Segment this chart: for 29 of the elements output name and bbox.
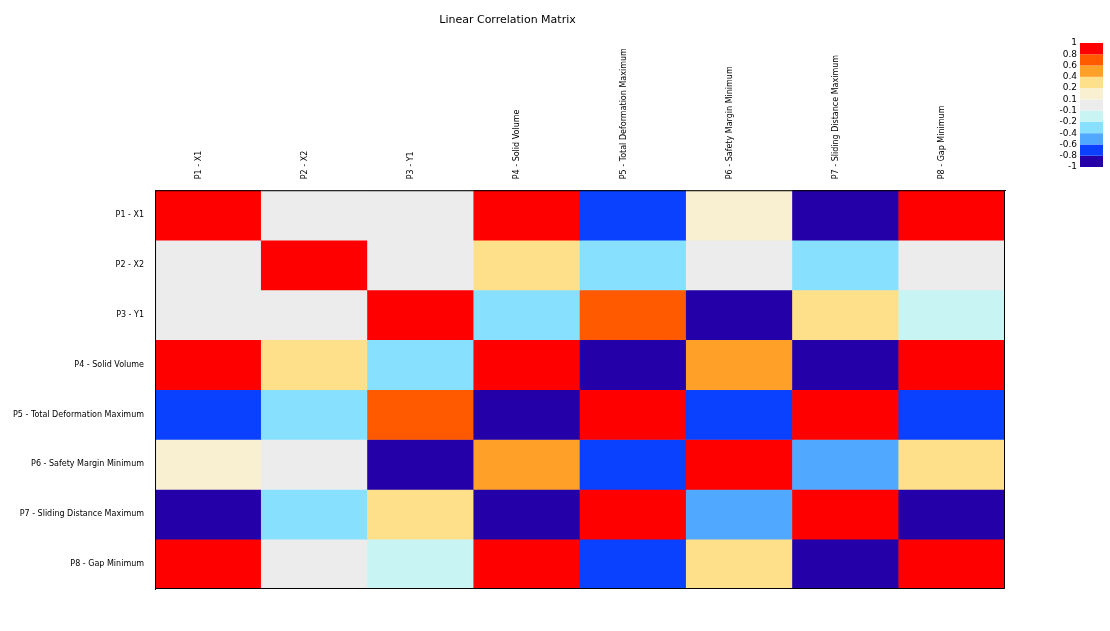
color-bar-label: -0.6	[1059, 138, 1078, 149]
x-tick-label: P4 - Solid Volume	[512, 109, 522, 180]
y-tick-label: P2 - X2	[115, 260, 145, 270]
color-bar-label: -0.8	[1059, 150, 1078, 161]
x-tick-label: P6 - Safety Margin Minimum	[724, 66, 734, 180]
y-tick-label: P3 - Y1	[116, 309, 145, 319]
x-tick-label: P7 - Sliding Distance Maximum	[831, 54, 841, 180]
color-bar-label: 0.1	[1062, 93, 1077, 104]
color-bar-label: 0.2	[1062, 82, 1077, 93]
x-tick-label: P5 - Total Deformation Maximum	[618, 47, 628, 180]
color-bar-label: -0.2	[1059, 116, 1077, 127]
chart-title: Linear Correlation Matrix	[439, 13, 577, 27]
color-bar-label: 0.6	[1062, 59, 1078, 70]
y-tick-label: P7 - Sliding Distance Maximum	[19, 509, 145, 519]
y-tick-label: P6 - Safety Margin Minimum	[31, 459, 145, 469]
x-tick-label: P2 - X2	[299, 150, 309, 180]
y-tick-label: P1 - X1	[115, 210, 145, 220]
color-bar-label: -0.1	[1059, 104, 1077, 115]
color-bar-label: 0.8	[1062, 48, 1078, 59]
color-bar-label: -1	[1068, 161, 1077, 172]
color-bar-label: -0.4	[1059, 127, 1078, 138]
color-bar-label: 0.4	[1062, 71, 1078, 82]
y-tick-label: P5 - Total Deformation Maximum	[12, 409, 145, 419]
color-bar-label: 1	[1071, 37, 1077, 48]
x-tick-label: P8 - Gap Minimum	[937, 105, 947, 180]
x-tick-label: P1 - X1	[193, 150, 203, 180]
x-tick-label: P3 - Y1	[406, 151, 416, 180]
y-tick-label: P4 - Solid Volume	[74, 359, 145, 369]
y-tick-label: P8 - Gap Minimum	[70, 559, 145, 569]
